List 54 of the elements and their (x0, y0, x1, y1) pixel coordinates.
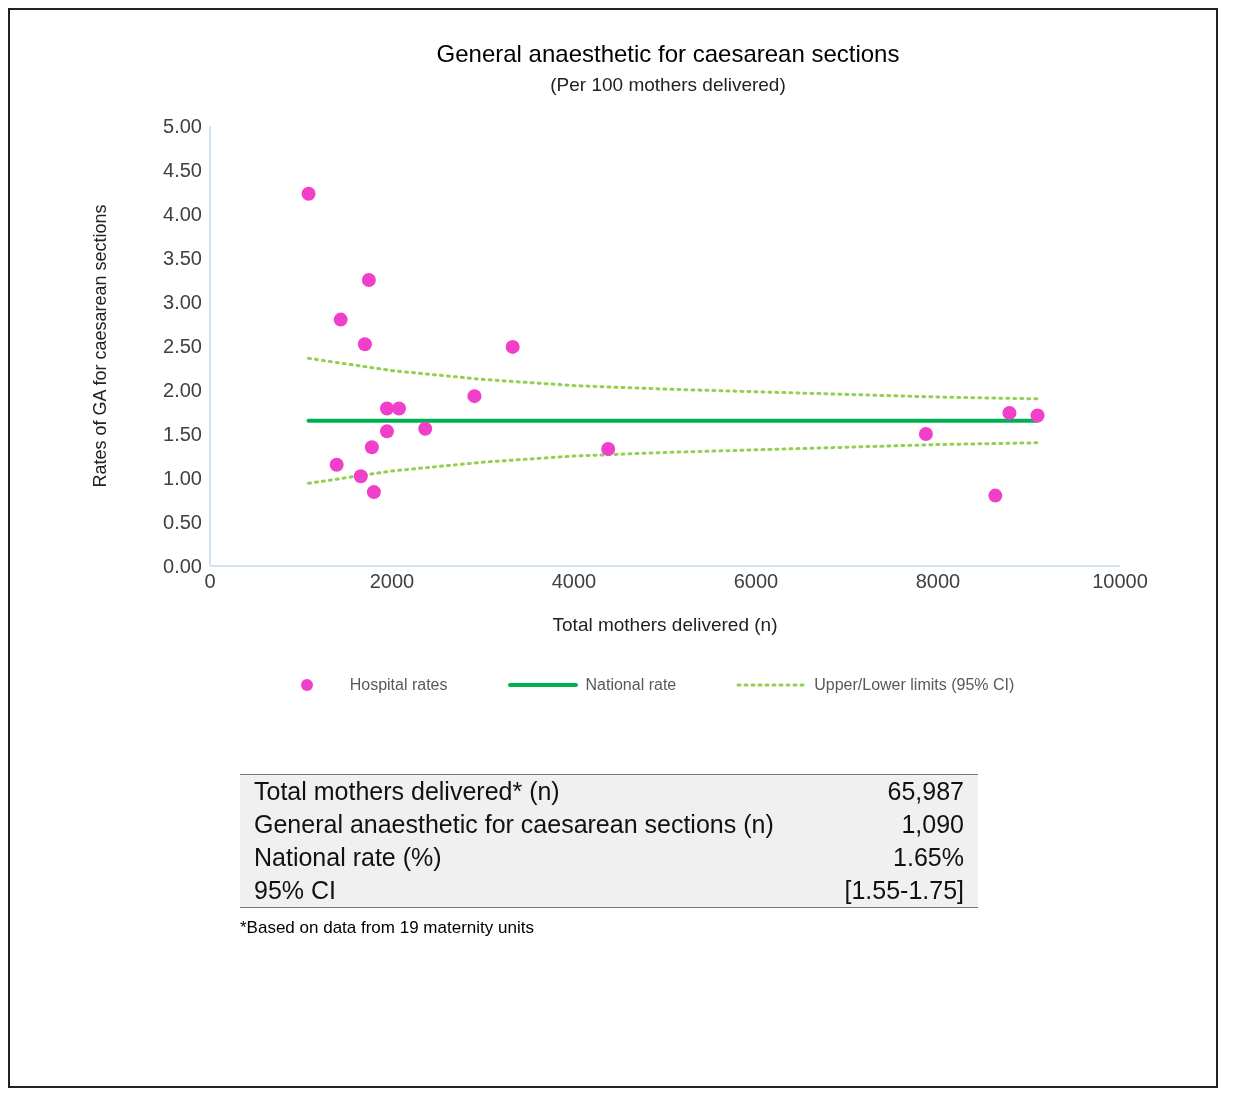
chart-subtitle: (Per 100 mothers delivered) (549, 74, 787, 96)
point (361, 273, 376, 287)
point (418, 421, 433, 436)
point (357, 337, 372, 352)
x-tick-label: 0 (204, 570, 216, 593)
point (364, 440, 379, 455)
legend-label: National rate (585, 676, 677, 694)
y-tick-label: 4.50 (163, 159, 202, 182)
point (353, 469, 368, 484)
point (329, 457, 344, 472)
text: National rate (%) (253, 842, 443, 873)
legend-label: Upper/Lower limits (95% CI) (814, 676, 1015, 694)
text: General anaesthetic for caesarean sections (n) (253, 809, 775, 840)
point (380, 424, 394, 439)
point (467, 389, 482, 404)
y-tick-label: 2.00 (163, 379, 202, 402)
x-tick-label: 4000 (551, 570, 597, 593)
text: *Based on data from 19 maternity units (240, 918, 535, 938)
point (601, 441, 616, 456)
y-tick-label: 5.00 (163, 115, 202, 138)
text: 1,090 (900, 809, 965, 840)
y-axis-title: Rates of GA for caesarean sections (90, 204, 111, 488)
y-tick-label: 3.00 (163, 291, 202, 314)
point (333, 312, 348, 327)
y-tick-label: 2.50 (163, 335, 202, 358)
point (918, 427, 933, 441)
legend-label: Hospital rates (349, 676, 448, 694)
point (1002, 405, 1017, 420)
x-tick-label: 6000 (733, 570, 779, 593)
x-tick-label: 10000 (1092, 570, 1148, 593)
x-tick-label: 2000 (369, 570, 415, 593)
point (1030, 408, 1045, 423)
x-axis-title: Total mothers delivered (n) (552, 614, 778, 635)
point (505, 339, 520, 354)
line-series (307, 356, 1040, 401)
x-tick-label: 8000 (915, 570, 961, 593)
text: 1.65% (892, 842, 965, 873)
point (380, 401, 394, 416)
text: 65,987 (886, 776, 965, 807)
text: Total mothers delivered* (n) (253, 776, 561, 807)
point (366, 485, 381, 500)
y-tick-label: 0.50 (163, 511, 202, 534)
y-tick-label: 0.00 (163, 555, 202, 578)
y-tick-label: 1.00 (163, 467, 202, 490)
y-tick-label: 1.50 (163, 423, 202, 446)
text: 95% CI (253, 875, 337, 906)
point (988, 488, 1003, 503)
line-series (307, 441, 1040, 485)
point (301, 186, 316, 201)
text: [1.55-1.75] (843, 875, 965, 906)
y-tick-label: 4.00 (163, 203, 202, 226)
point (392, 401, 407, 416)
y-tick-label: 3.50 (163, 247, 202, 270)
chart-title: General anaesthetic for caesarean sections (435, 40, 901, 68)
